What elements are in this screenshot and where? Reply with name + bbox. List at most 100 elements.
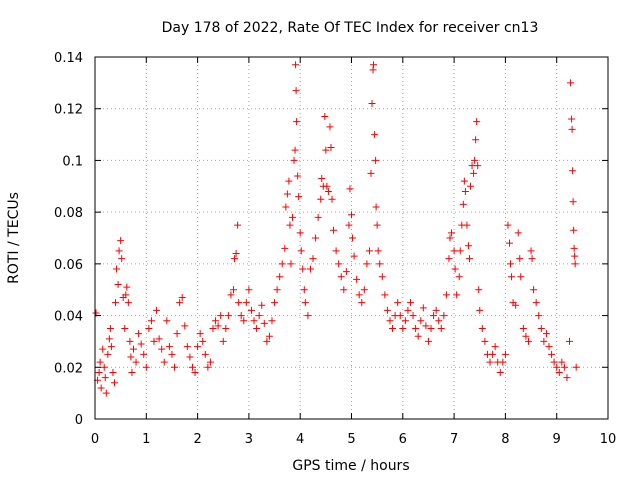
y-tick-label: 0.1 xyxy=(62,154,83,169)
data-point xyxy=(464,242,472,250)
data-point xyxy=(224,312,232,320)
data-point xyxy=(107,343,115,351)
data-point xyxy=(542,330,550,338)
data-point xyxy=(570,226,578,234)
data-point xyxy=(569,198,577,206)
data-point xyxy=(517,273,525,281)
x-tick-label: 5 xyxy=(347,432,355,447)
data-point xyxy=(383,306,391,314)
data-point xyxy=(417,317,425,325)
data-point xyxy=(476,306,484,314)
data-point xyxy=(550,358,558,366)
data-point xyxy=(188,363,196,371)
data-point xyxy=(563,374,571,382)
data-point xyxy=(427,325,435,332)
data-point xyxy=(437,325,445,332)
data-point xyxy=(123,283,131,291)
data-point xyxy=(419,304,427,312)
data-point xyxy=(535,312,543,320)
data-point xyxy=(432,306,440,314)
data-point xyxy=(367,169,375,177)
data-point xyxy=(478,325,486,332)
data-point xyxy=(137,340,145,348)
data-point xyxy=(348,211,355,219)
data-point xyxy=(396,312,404,320)
data-point xyxy=(355,291,363,299)
data-point xyxy=(368,100,376,108)
data-point xyxy=(522,332,530,340)
data-point xyxy=(281,244,289,252)
data-point xyxy=(571,252,579,260)
data-point xyxy=(129,345,137,353)
data-point xyxy=(414,332,422,340)
data-point xyxy=(363,260,371,268)
data-point xyxy=(409,312,417,320)
y-tick-label: 0.08 xyxy=(54,206,83,221)
data-point xyxy=(271,299,279,307)
data-point xyxy=(242,299,250,307)
data-point xyxy=(489,350,497,358)
data-point xyxy=(126,337,134,345)
data-point xyxy=(401,317,409,325)
data-point xyxy=(570,244,578,252)
data-point xyxy=(507,260,515,268)
data-point xyxy=(105,335,113,343)
data-point xyxy=(318,175,326,183)
data-point xyxy=(394,299,402,307)
data-point xyxy=(127,353,135,361)
data-point xyxy=(140,350,148,358)
data-point xyxy=(253,325,261,332)
data-point xyxy=(450,247,458,255)
data-point xyxy=(496,368,504,376)
data-point xyxy=(472,136,480,144)
data-point xyxy=(124,299,132,307)
data-point xyxy=(291,146,299,154)
data-point xyxy=(171,363,179,371)
data-point xyxy=(345,221,353,229)
x-tick-label: 0 xyxy=(91,432,99,447)
data-point xyxy=(323,182,331,190)
data-point xyxy=(374,247,382,255)
data-point xyxy=(365,247,373,255)
data-point xyxy=(110,379,118,387)
data-point xyxy=(285,177,293,185)
data-point xyxy=(232,250,240,258)
data-points xyxy=(92,61,580,397)
data-point xyxy=(296,229,304,237)
data-point xyxy=(524,337,532,345)
data-point xyxy=(376,260,384,268)
y-tick-label: 0 xyxy=(75,413,83,428)
data-point xyxy=(358,299,366,307)
data-point xyxy=(471,156,479,164)
data-point xyxy=(404,306,412,314)
data-point xyxy=(440,312,448,320)
data-point xyxy=(255,312,263,320)
data-point xyxy=(309,255,317,263)
data-point xyxy=(555,368,563,376)
data-point xyxy=(101,374,109,382)
data-point xyxy=(448,229,456,237)
data-point xyxy=(201,350,209,358)
data-point xyxy=(567,79,575,87)
data-point xyxy=(430,312,438,320)
data-point xyxy=(353,275,361,283)
data-point xyxy=(372,203,380,211)
data-point xyxy=(571,260,579,268)
data-point xyxy=(104,350,112,358)
data-point xyxy=(191,368,199,376)
x-tick-label: 9 xyxy=(553,432,561,447)
data-point xyxy=(519,325,527,332)
data-point xyxy=(512,301,520,309)
data-point xyxy=(306,265,314,273)
chart-title: Day 178 of 2022, Rate Of TEC Index for r… xyxy=(162,20,539,36)
data-point xyxy=(114,281,122,289)
data-point xyxy=(230,286,238,294)
data-point xyxy=(294,172,302,180)
data-point xyxy=(283,190,291,198)
data-point xyxy=(435,317,443,325)
data-point xyxy=(245,286,253,294)
data-point xyxy=(528,255,536,263)
data-point xyxy=(158,345,166,353)
